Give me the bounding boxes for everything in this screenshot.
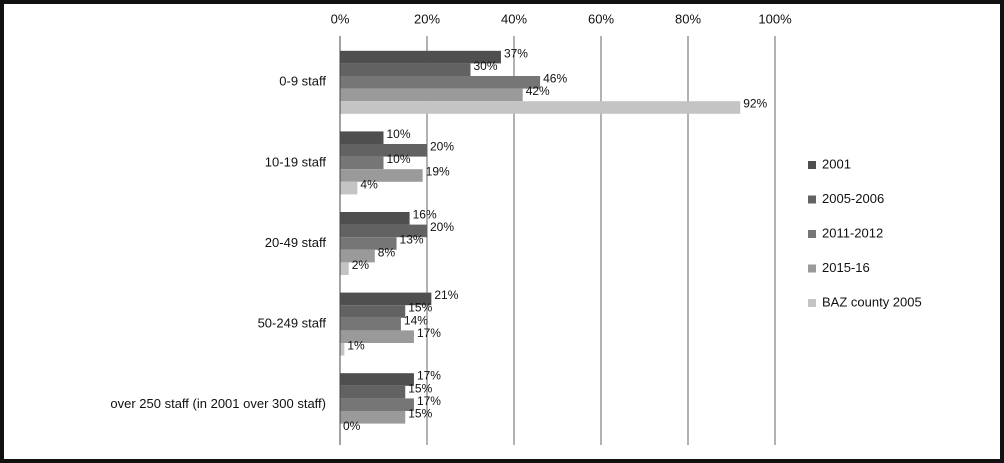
legend-swatch [808,264,816,273]
data-label: 10% [387,127,411,141]
x-tick-label: 0% [331,11,350,26]
data-label: 13% [400,233,424,247]
legend-label: 2001 [822,156,851,171]
bar [340,224,427,238]
legend-swatch [808,161,816,169]
y-tick-label: over 250 staff (in 2001 over 300 staff) [110,396,326,411]
bar [340,101,741,114]
legend-swatch [808,195,816,204]
data-label: 15% [408,406,432,420]
bar [340,249,375,263]
bar [340,50,501,64]
bar [340,385,406,399]
legend-swatch [808,299,816,307]
legend-label: 2015-16 [822,260,870,275]
legend-label: 2011-2012 [822,225,883,240]
y-tick-label: 50-249 staff [258,316,327,331]
data-label: 17% [417,369,441,383]
bar [340,292,432,306]
y-tick-label: 10-19 staff [265,154,327,169]
data-label: 30% [474,59,498,73]
data-label: 17% [417,326,441,340]
bar [340,411,406,424]
data-label: 17% [417,394,441,408]
legend-swatch [808,230,816,238]
y-tick-label: 20-49 staff [265,235,327,250]
bar [340,63,471,76]
bar [340,144,427,157]
x-tick-label: 20% [414,11,440,26]
bar [340,398,414,411]
data-label: 21% [434,288,458,302]
data-label: 8% [378,245,396,259]
data-label: 15% [408,381,432,395]
data-label: 20% [430,220,454,234]
bar [340,305,406,318]
legend-label: BAZ county 2005 [822,294,922,309]
data-label: 37% [504,46,528,60]
y-tick-label: 0-9 staff [279,74,326,89]
x-tick-label: 40% [501,11,527,26]
bar [340,373,414,386]
data-label: 19% [426,165,450,179]
data-label: 92% [743,97,767,111]
bar [340,76,541,89]
bar [340,212,410,225]
bar [340,237,397,250]
data-label: 0% [343,419,361,433]
data-label: 20% [430,139,454,153]
data-label: 4% [360,177,378,191]
data-label: 1% [347,338,365,352]
bar [340,156,384,170]
x-tick-label: 80% [675,11,701,26]
x-tick-label: 100% [758,11,792,26]
data-label: 42% [526,84,550,98]
bar [340,343,345,356]
bar [340,88,523,102]
data-label: 46% [543,71,567,85]
bar [340,181,358,195]
data-label: 10% [387,152,411,166]
x-tick-label: 60% [588,11,614,26]
data-label: 16% [413,207,437,221]
bar [340,262,349,275]
data-label: 2% [352,258,370,272]
bar [340,317,401,331]
bar [340,330,414,343]
data-label: 15% [408,301,432,315]
legend-label: 2005-2006 [822,191,884,206]
bar [340,131,384,144]
bar [340,169,423,182]
data-label: 14% [404,313,428,327]
